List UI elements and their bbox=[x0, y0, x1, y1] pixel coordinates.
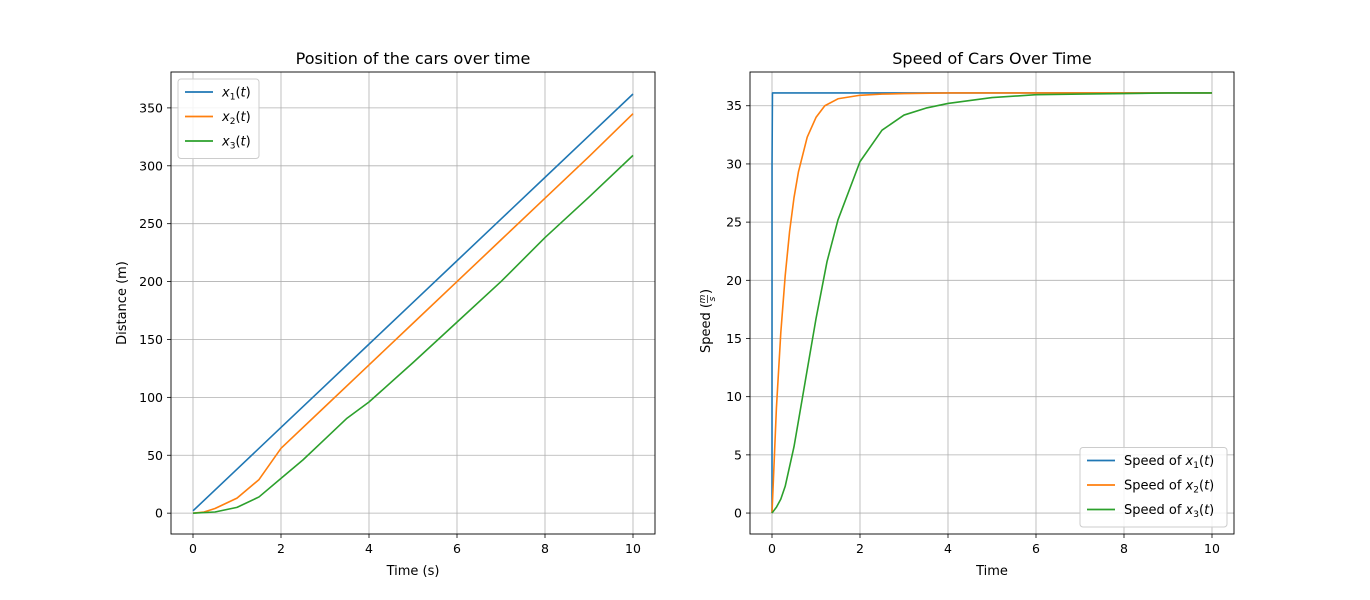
y-tick-label-5: 250 bbox=[139, 216, 163, 231]
y-tick-label-1: 5 bbox=[734, 447, 742, 462]
y-tick-label-7: 350 bbox=[139, 100, 163, 115]
x-tick-label-2: 4 bbox=[365, 541, 373, 556]
series-line-3 bbox=[771, 92, 1212, 514]
axes-frame bbox=[749, 71, 1235, 535]
chart-title: Speed of Cars Over Time bbox=[892, 49, 1091, 68]
y-axis-label: Speed (m s) bbox=[698, 289, 718, 353]
y-axis-label-suffix: ) bbox=[699, 289, 714, 294]
legend: x1(t) x2(t) x3(t) bbox=[177, 78, 260, 159]
y-tick-label-4: 200 bbox=[139, 274, 163, 289]
legend-label-2: Speed of x2(t) bbox=[1124, 479, 1214, 496]
x-tick-label-2: 4 bbox=[944, 541, 952, 556]
legend: Speed of x1(t) Speed of x2(t) Speed of x3(… bbox=[1079, 447, 1228, 528]
y-axis-label-denominator: s bbox=[708, 296, 718, 301]
x-tick-label-5: 10 bbox=[1204, 541, 1220, 556]
legend-label-3: Speed of x3(t) bbox=[1124, 503, 1214, 520]
x-tick-label-4: 8 bbox=[1120, 541, 1128, 556]
x-tick-label-0: 0 bbox=[189, 541, 197, 556]
x-tick-label-4: 8 bbox=[541, 541, 549, 556]
chart-title: Position of the cars over time bbox=[296, 49, 531, 68]
legend-frame bbox=[1079, 447, 1228, 528]
legend-label-2: x2(t) bbox=[221, 110, 251, 127]
y-axis-label-prefix: Speed ( bbox=[699, 303, 714, 353]
legend-label-1: Speed of x1(t) bbox=[1124, 454, 1214, 471]
y-tick-label-6: 30 bbox=[726, 156, 742, 171]
y-tick-label-7: 35 bbox=[726, 98, 742, 113]
legend-frame bbox=[177, 78, 260, 159]
x-tick-label-1: 2 bbox=[277, 541, 285, 556]
legend-label-1: x1(t) bbox=[221, 86, 251, 103]
x-axis-label: Time (s) bbox=[386, 564, 440, 579]
y-tick-label-3: 150 bbox=[139, 332, 163, 347]
y-tick-label-2: 100 bbox=[139, 390, 163, 405]
y-axis-label: Distance (m) bbox=[115, 261, 130, 345]
y-tick-label-3: 15 bbox=[726, 331, 742, 346]
series-line-2 bbox=[192, 113, 634, 514]
chart-2: 0 2 4 6 8 10 0 5 10 15 20 25 30 35 Speed of Cars Over … bbox=[698, 49, 1235, 579]
x-tick-label-3: 6 bbox=[453, 541, 461, 556]
y-axis-label-numerator: m bbox=[698, 294, 708, 303]
x-tick-label-1: 2 bbox=[856, 541, 864, 556]
y-tick-label-2: 10 bbox=[726, 389, 742, 404]
y-tick-label-1: 50 bbox=[147, 448, 163, 463]
series-line-1 bbox=[192, 93, 634, 512]
y-tick-label-6: 300 bbox=[139, 158, 163, 173]
y-tick-label-0: 0 bbox=[155, 506, 163, 521]
legend-label-3: x3(t) bbox=[221, 135, 251, 152]
y-tick-label-5: 25 bbox=[726, 215, 742, 230]
x-tick-label-5: 10 bbox=[625, 541, 641, 556]
x-tick-label-3: 6 bbox=[1032, 541, 1040, 556]
x-axis-label: Time bbox=[975, 564, 1008, 579]
y-tick-label-0: 0 bbox=[734, 506, 742, 521]
series-line-2 bbox=[771, 92, 1212, 514]
x-tick-label-0: 0 bbox=[768, 541, 776, 556]
axes-frame bbox=[170, 71, 656, 535]
series-line-3 bbox=[192, 154, 634, 514]
y-tick-label-4: 20 bbox=[726, 273, 742, 288]
